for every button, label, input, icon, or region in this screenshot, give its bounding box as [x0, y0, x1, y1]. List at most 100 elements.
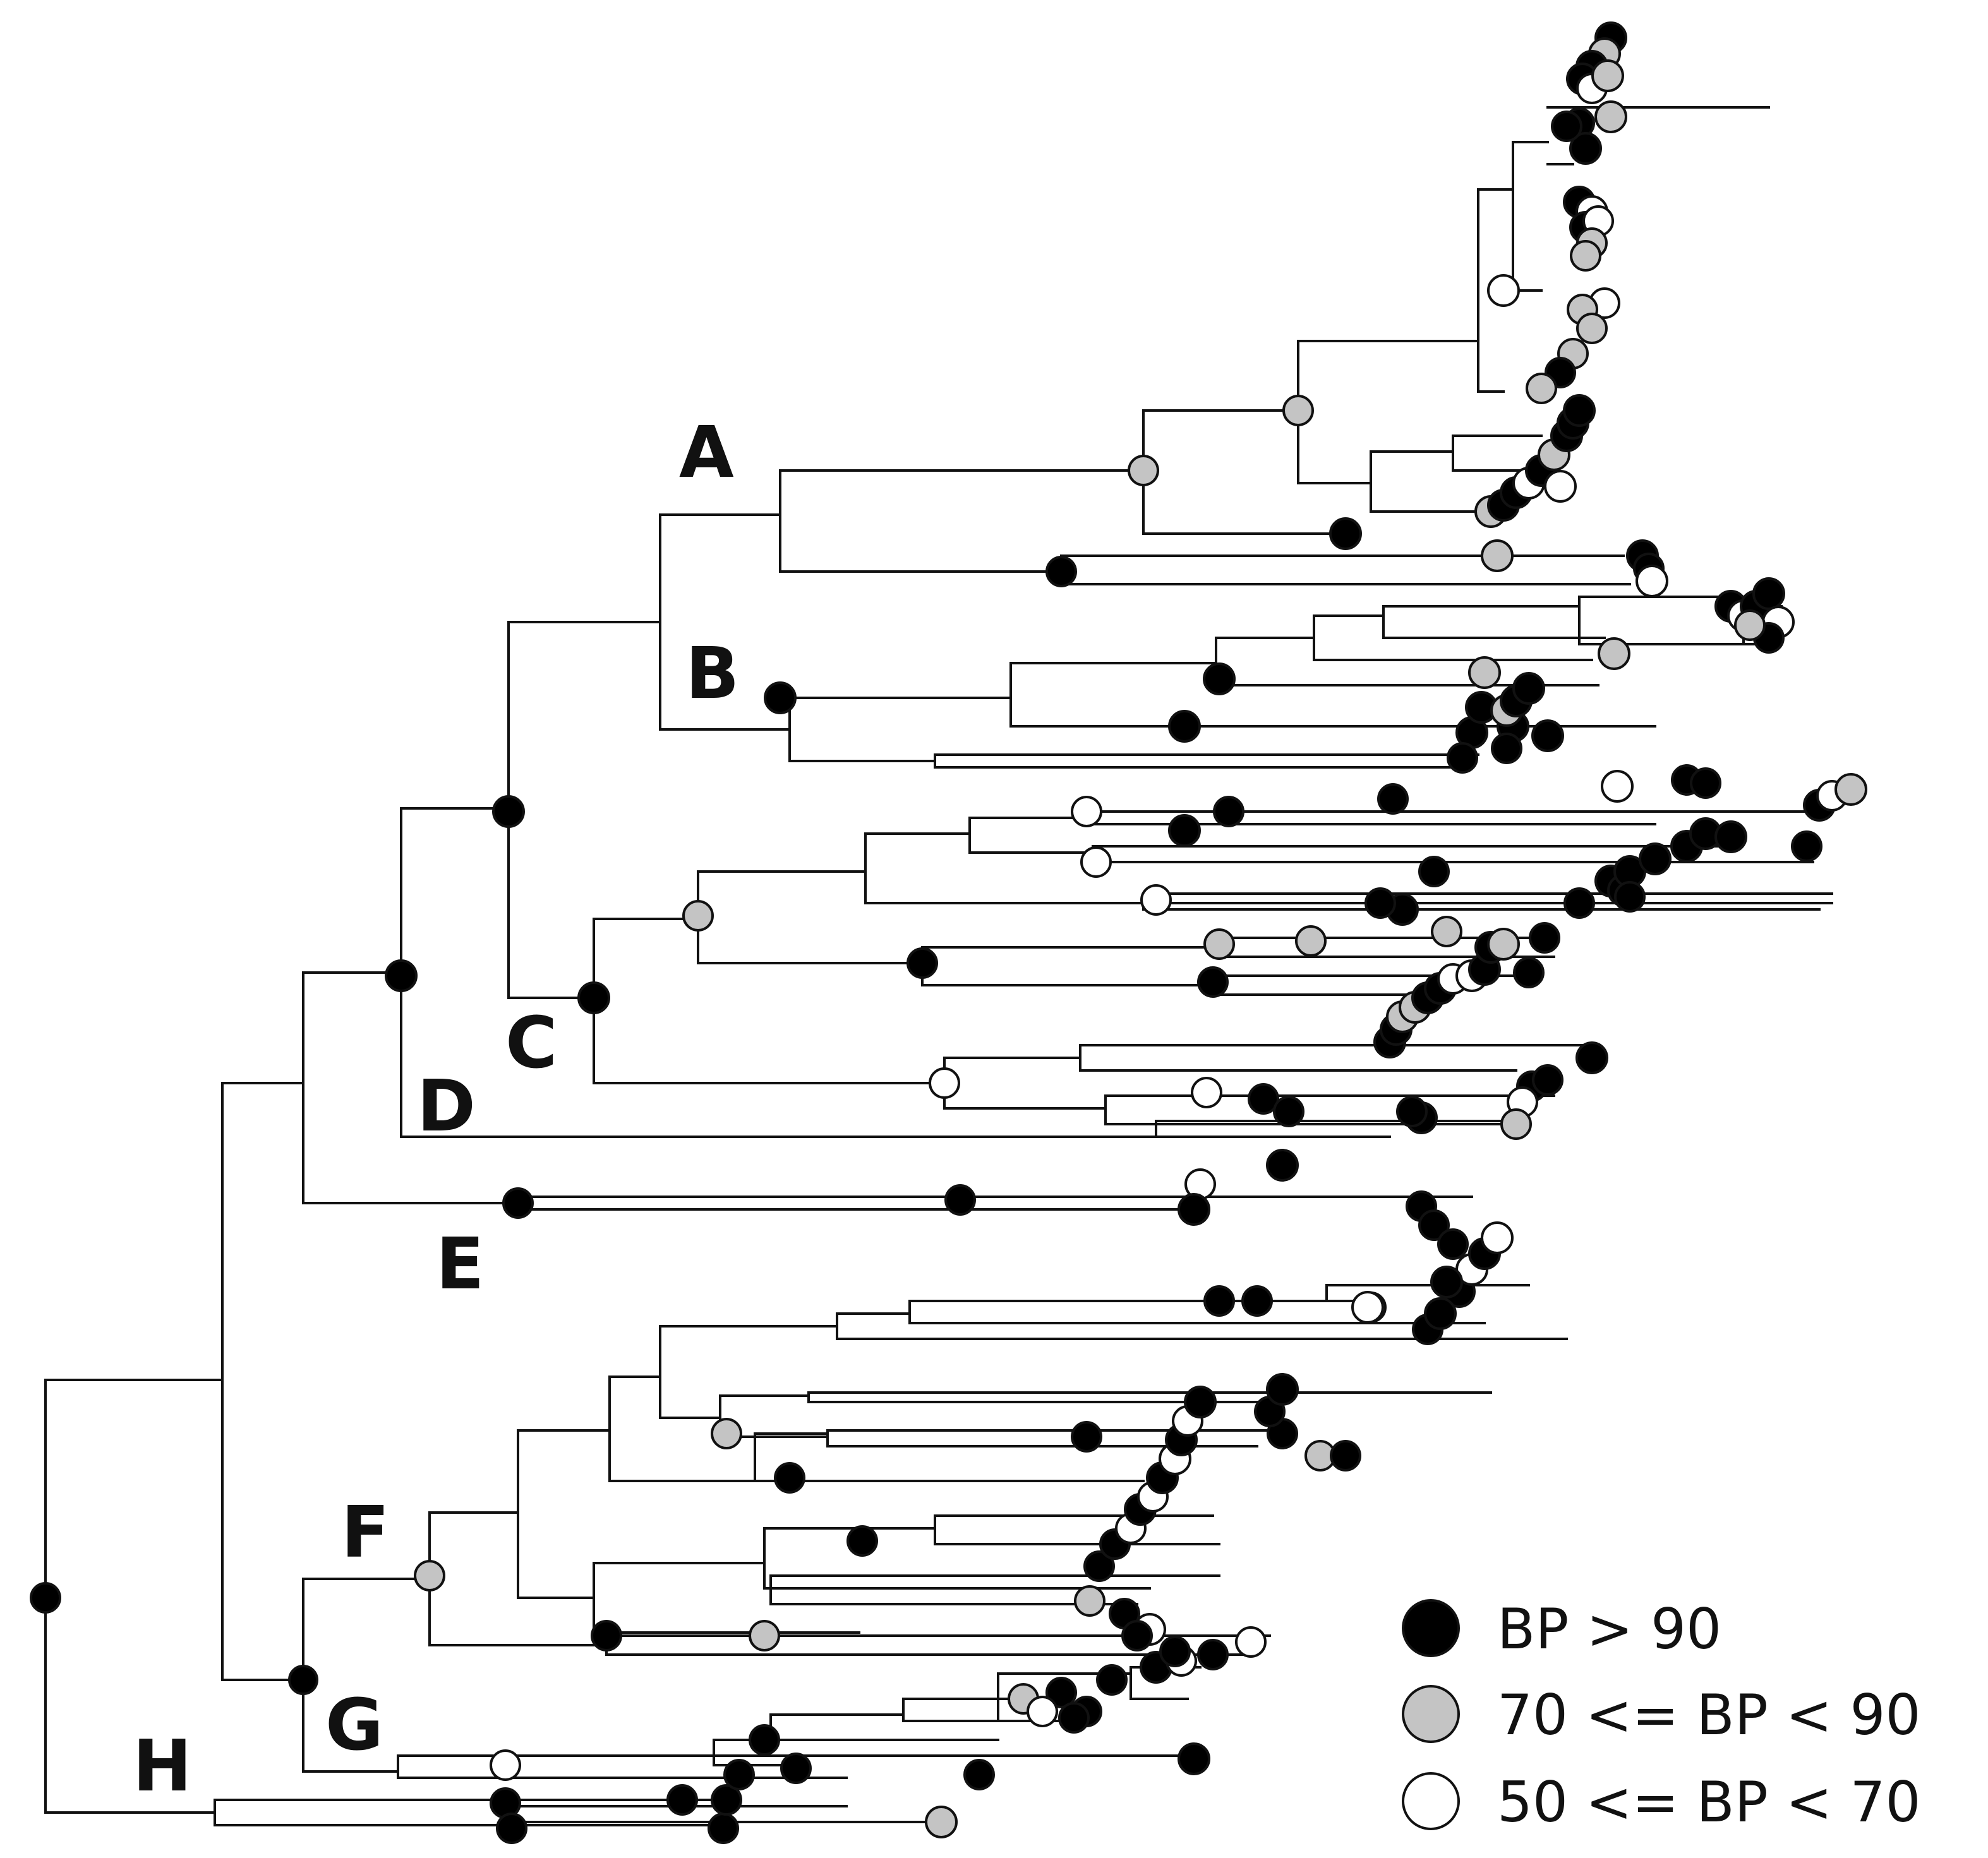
support-nodes [30, 21, 1867, 1844]
node-support-mid [749, 1620, 780, 1651]
branch-f-top [836, 1312, 1568, 1340]
node-support-high [1513, 957, 1545, 988]
branch-f-low5 [769, 1574, 1220, 1605]
node-support-mid [1295, 925, 1327, 957]
node-support-high [1121, 1620, 1153, 1651]
node-support-high [496, 1813, 527, 1844]
branch-b-bottom [934, 753, 1479, 769]
node-support-low [1487, 274, 1520, 307]
node-support-high [1168, 814, 1201, 847]
branch-f-mid2 [807, 1391, 1492, 1403]
node-support-low [1601, 770, 1634, 803]
node-support-high [1071, 1421, 1102, 1453]
legend-swatch-mid [1402, 1685, 1460, 1743]
legend-swatch-low [1402, 1772, 1460, 1830]
clade-labels: A B C D E F G H [133, 412, 739, 1807]
node-support-mid [1128, 455, 1159, 486]
node-support-high [591, 1620, 622, 1651]
branch-c [593, 918, 946, 1084]
node-support-low [1544, 470, 1577, 503]
node-support-high [1273, 1096, 1304, 1127]
branch-c-low3 [1104, 1094, 1555, 1125]
node-support-high [1614, 881, 1646, 913]
branch-f-sub [517, 1429, 611, 1599]
node-support-high [1213, 796, 1244, 827]
node-support-high [1203, 1285, 1235, 1317]
node-support-high [385, 959, 418, 992]
node-support-high [1447, 742, 1478, 774]
node-support-high [1364, 887, 1396, 919]
node-support-low [1235, 1626, 1267, 1658]
node-support-mid [1594, 100, 1627, 133]
node-support-high [1531, 719, 1564, 752]
node-support-high [1203, 662, 1236, 695]
branch-abcde [302, 971, 519, 1204]
node-support-mid [1074, 1585, 1105, 1617]
node-support-high [1532, 1064, 1563, 1096]
branch-ab [659, 513, 791, 731]
node-support-mid [925, 1806, 958, 1838]
node-support-high [1184, 1386, 1217, 1418]
branch-e [517, 1196, 1473, 1211]
node-support-high [711, 1784, 742, 1816]
node-support-high [577, 981, 610, 1014]
node-support-high [1639, 842, 1672, 875]
node-support-high [1168, 710, 1201, 743]
node-support-high [1424, 1297, 1457, 1330]
branch-b-sub4 [1382, 605, 1606, 639]
node-support-high [1575, 1041, 1608, 1074]
node-support-low [1636, 565, 1668, 597]
branch-c-low4 [1155, 1120, 1530, 1138]
node-support-high [492, 795, 525, 828]
node-support-high [1096, 1664, 1128, 1696]
node-support-high [1266, 1373, 1299, 1406]
clade-label-g: G [325, 1684, 383, 1766]
node-support-high [708, 1813, 739, 1844]
branch-a-top4 [1546, 106, 1770, 165]
clade-label-a: A [679, 412, 734, 494]
node-support-high [1197, 1639, 1229, 1670]
node-support-high [1418, 1209, 1450, 1241]
clade-label-f: F [341, 1492, 390, 1574]
branch-c-sub2 [864, 832, 1833, 904]
node-support-mid [1500, 1108, 1532, 1140]
branch-a [779, 469, 1145, 573]
branch-a-low [1060, 554, 1631, 585]
node-support-high [1418, 856, 1450, 887]
node-support-low [1080, 846, 1112, 878]
branch-a-sub [1142, 409, 1340, 535]
legend-label-low: 50 <= BP < 70 [1497, 1770, 1920, 1835]
branch-f-mid3 [826, 1429, 1284, 1447]
branch-a-top2 [1477, 188, 1514, 393]
branch-c-sub3 [968, 817, 1094, 854]
clade-label-h: H [133, 1725, 192, 1807]
branch-b [788, 697, 1012, 762]
node-support-high [1377, 783, 1409, 815]
node-support-high [1563, 394, 1596, 427]
clade-label-c: C [505, 1002, 557, 1084]
node-support-low [929, 1067, 960, 1099]
node-support-mid [1570, 240, 1601, 272]
node-support-high [1248, 1083, 1279, 1115]
node-support-mid [1282, 395, 1314, 426]
branch-f-top2 [908, 1300, 1486, 1324]
node-support-high [1512, 672, 1545, 705]
node-support-high [907, 947, 938, 979]
node-support-mid [1598, 637, 1630, 670]
node-support-high [1045, 1677, 1077, 1708]
node-support-high [1569, 132, 1602, 165]
branch-b-sub [1009, 662, 1656, 728]
node-support-mid [1481, 539, 1514, 572]
node-support-high [944, 1184, 976, 1216]
node-support-high [1714, 820, 1747, 853]
node-support-mid [711, 1418, 742, 1449]
node-support-high [846, 1525, 878, 1557]
node-support-high [288, 1665, 318, 1695]
node-support-high [1178, 1193, 1210, 1226]
node-support-low [1071, 796, 1102, 827]
node-support-mid [1834, 773, 1867, 806]
node-support-high [1266, 1149, 1299, 1182]
node-support-high [764, 681, 797, 714]
node-support-high [1437, 1228, 1469, 1260]
